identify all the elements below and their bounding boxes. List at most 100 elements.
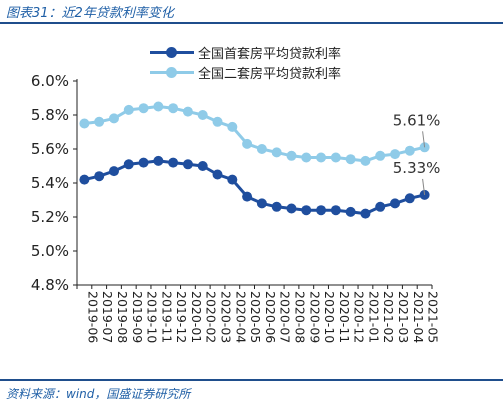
x-tick-label: 2020-09: [307, 291, 322, 343]
series-0-point: [212, 169, 223, 180]
x-tick-label: 2021-03: [396, 291, 411, 343]
series-1-point: [404, 145, 415, 156]
series-0-point: [404, 193, 415, 204]
y-tick-label: 5.6%: [31, 140, 69, 158]
series-1-point: [360, 155, 371, 166]
data-label: 5.33%: [393, 159, 441, 177]
x-tick-label: 2019-09: [130, 291, 145, 343]
x-tick-label: 2021-01: [366, 291, 381, 343]
x-tick-label: 2021-02: [381, 291, 396, 343]
x-tick-label: 2019-08: [115, 291, 130, 343]
series-1-point: [227, 121, 238, 132]
line-chart: 4.8%5.0%5.2%5.4%5.6%5.8%6.0%2019-06 2019-…: [31, 72, 441, 343]
x-tick-label: 2020-07: [278, 291, 293, 343]
series-1-point: [123, 104, 134, 115]
series-1-point: [286, 150, 297, 161]
y-tick-label: 5.4%: [31, 174, 69, 192]
x-tick-label: 2020-05: [248, 291, 263, 343]
series-1-point: [242, 138, 253, 149]
annotations: 5.61% 5.33%: [393, 111, 441, 195]
x-tick-label: 2020-10: [322, 291, 337, 343]
legend-label-first-home: 全国首套房平均贷款利率: [198, 46, 342, 62]
series-0-point: [242, 191, 253, 202]
series-0-point: [168, 157, 179, 168]
series-1-point: [168, 103, 179, 114]
series-0-point: [94, 171, 105, 182]
x-tick-label: 2019-07: [100, 291, 115, 343]
x-tick-label: 2020-06: [263, 291, 278, 343]
y-tick-label: 5.8%: [31, 106, 69, 124]
y-tick-label: 5.2%: [31, 208, 69, 226]
source-divider: [0, 379, 503, 381]
y-tick-label: 4.8%: [31, 276, 69, 294]
series-1-point: [390, 149, 401, 160]
x-tick-label: 2019-06: [85, 291, 100, 343]
series-0-point: [153, 155, 164, 166]
legend-swatch-first-home: [150, 45, 194, 59]
x-tick-label: 2020-08: [292, 291, 307, 343]
legend: 全国首套房平均贷款利率 全国二套房平均贷款利率: [150, 42, 341, 82]
series-1-point: [316, 152, 327, 163]
series-0-point: [345, 206, 356, 217]
x-tick-label: 2021-05: [426, 291, 441, 343]
series-0-point: [375, 201, 386, 212]
series-0-point: [227, 174, 238, 185]
x-tick-label: 2020-12: [352, 291, 367, 343]
series-1-point: [138, 103, 149, 114]
legend-entry-second-home: 全国二套房平均贷款利率: [150, 62, 341, 82]
x-tick-label: 2021-04: [411, 291, 426, 343]
series-1-point: [301, 152, 312, 163]
x-tick-label: 2020-02: [204, 291, 219, 343]
figure-title: 图表31：近2年贷款利率变化: [6, 6, 174, 21]
y-tick-label: 5.0%: [31, 242, 69, 260]
series-0-point: [390, 198, 401, 209]
x-tick-label: 2019-10: [145, 291, 160, 343]
series-1-point: [197, 110, 208, 120]
source-note: 资料来源：wind，国盛证券研究所: [6, 387, 191, 401]
legend-label-second-home: 全国二套房平均贷款利率: [198, 66, 342, 82]
series-0-point: [197, 161, 208, 171]
series-1-point: [256, 144, 267, 154]
series-0-point: [316, 205, 327, 216]
series-0-point: [138, 157, 149, 168]
series-1-point: [153, 101, 164, 112]
legend-entry-first-home: 全国首套房平均贷款利率: [150, 42, 341, 62]
series-1-point: [79, 118, 90, 129]
series-1-point: [94, 116, 105, 127]
series-0-point: [330, 205, 341, 216]
x-tick-label: 2020-11: [337, 291, 352, 343]
series-line-1: [84, 105, 425, 163]
x-tick-label: 2020-03: [219, 291, 234, 343]
series-0-point: [360, 208, 371, 219]
series-0-point: [108, 166, 119, 177]
series-0-point: [123, 159, 134, 170]
series-1-point: [330, 152, 341, 163]
x-tick-label: 2020-04: [233, 291, 248, 343]
series-1-point: [375, 150, 386, 161]
series-1-point: [345, 154, 356, 165]
series-1-point: [108, 113, 119, 124]
series-1-point: [271, 147, 282, 158]
series-0-point: [286, 203, 297, 214]
series-0-point: [271, 201, 282, 212]
series-0-point: [182, 159, 193, 170]
axes: 4.8%5.0%5.2%5.4%5.6%5.8%6.0%2019-06 2019-…: [31, 72, 441, 343]
legend-marker-first-home: [166, 47, 177, 58]
x-tick-label: 2020-01: [189, 291, 204, 343]
series-0-point: [301, 205, 312, 216]
data-label: 5.61%: [393, 111, 441, 129]
x-tick-label: 2019-12: [174, 291, 189, 343]
y-tick-label: 6.0%: [31, 72, 69, 90]
x-tick-label: 2019-11: [159, 291, 174, 343]
series-lines: [79, 101, 430, 219]
series-1-point: [182, 106, 193, 117]
title-divider: [0, 22, 503, 24]
legend-marker-second-home: [166, 67, 177, 78]
series-0-point: [256, 198, 267, 209]
series-0-point: [79, 174, 90, 185]
series-line-0: [84, 159, 425, 216]
annotation-leader: [422, 131, 426, 148]
series-1-point: [212, 116, 223, 127]
legend-swatch-second-home: [150, 65, 194, 79]
annotation-leader: [422, 178, 426, 195]
